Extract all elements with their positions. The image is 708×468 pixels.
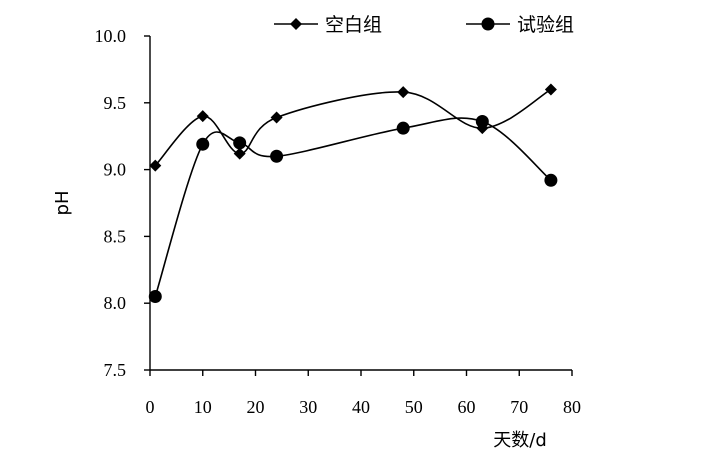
x-tick-label: 20: [247, 397, 265, 417]
diamond-marker: [544, 83, 557, 96]
diamond-marker: [270, 111, 283, 124]
circle-marker: [196, 137, 210, 151]
series-layer: [148, 83, 558, 304]
circle-marker: [396, 121, 410, 135]
diamond-marker: [196, 110, 209, 123]
circle-marker: [544, 173, 558, 187]
series-line: [154, 117, 552, 297]
legend: 空白组 试验组: [274, 14, 574, 36]
series-blank-group: [149, 83, 557, 172]
diamond-marker: [397, 86, 410, 99]
x-tick-label: 80: [563, 397, 581, 417]
legend-label: 试验组: [517, 14, 574, 36]
series-line: [154, 88, 552, 167]
x-tick-label: 30: [299, 397, 317, 417]
y-tick-label: 9.5: [104, 93, 127, 113]
circle-marker: [481, 17, 495, 31]
y-axis-title: pH: [52, 191, 73, 216]
legend-label: 空白组: [325, 14, 382, 36]
y-tick-label: 7.5: [104, 360, 127, 380]
x-tick-label: 70: [510, 397, 528, 417]
diamond-marker: [149, 159, 162, 172]
circle-marker: [475, 115, 489, 129]
y-tick-label: 9.0: [104, 160, 127, 180]
x-tick-label: 10: [194, 397, 212, 417]
legend-item: 空白组: [274, 14, 382, 36]
x-axis-title: 天数/d: [493, 430, 547, 451]
series-test-group: [148, 115, 558, 304]
x-tick-label: 50: [405, 397, 423, 417]
y-tick-label: 8.0: [104, 293, 127, 313]
diamond-marker: [233, 147, 246, 160]
x-tick-label: 60: [458, 397, 476, 417]
y-tick-label: 10.0: [95, 26, 127, 46]
diamond-marker: [290, 18, 302, 30]
y-tick-label: 8.5: [104, 226, 127, 246]
circle-marker: [270, 149, 284, 163]
legend-item: 试验组: [466, 14, 574, 36]
x-tick-label: 40: [352, 397, 370, 417]
circle-marker: [148, 290, 162, 304]
circle-marker: [233, 136, 247, 150]
diamond-marker: [476, 122, 489, 135]
chart-axes: 7.5 8.0 8.5 9.0 9.5 10.0 0 10 20 30 40 50 60 70 80 天数/d…: [52, 26, 581, 451]
x-tick-label: 0: [146, 397, 155, 417]
